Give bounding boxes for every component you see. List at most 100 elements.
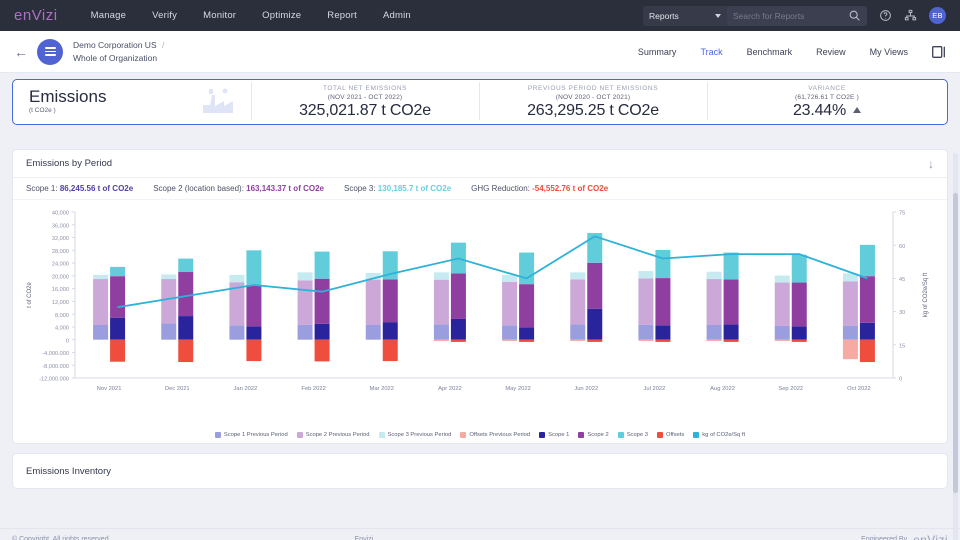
scope-3-label: Scope 3: xyxy=(343,184,376,193)
scope-2-total: Scope 2 (location based): 163,143.37 t o… xyxy=(153,184,324,193)
tab-summary[interactable]: Summary xyxy=(637,46,677,57)
footer-envizi-logo: enVizi xyxy=(913,532,948,540)
tab-benchmark[interactable]: Benchmark xyxy=(746,46,793,57)
legend-label: Scope 2 Previous Period xyxy=(305,432,370,438)
scope-totals-row: Scope 1: 86,245.56 t of CO2e Scope 2 (lo… xyxy=(13,178,947,200)
svg-text:75: 75 xyxy=(899,211,905,217)
metric-period: (NOV 2020 - OCT 2021) xyxy=(555,94,631,101)
metric-label: TOTAL NET EMISSIONS xyxy=(322,85,408,92)
svg-text:24,000: 24,000 xyxy=(52,262,69,268)
nav-item-admin[interactable]: Admin xyxy=(382,10,411,21)
search-category-label: Reports xyxy=(649,10,679,21)
panel-toggle-button[interactable] xyxy=(932,45,946,58)
legend-swatch xyxy=(578,432,585,438)
legend-item[interactable]: kg of CO2e/Sq ft xyxy=(693,432,745,438)
download-arrow-icon[interactable]: ↓ xyxy=(928,156,934,171)
scope-1-value: 86,245.56 t of CO2e xyxy=(59,184,134,193)
scope-2-label: Scope 2 (location based): xyxy=(153,184,244,193)
search-input[interactable] xyxy=(733,10,848,21)
svg-text:45: 45 xyxy=(899,277,905,283)
svg-text:May 2022: May 2022 xyxy=(505,386,530,392)
breadcrumb-org[interactable]: Demo Corporation US xyxy=(73,40,157,51)
page-scrollbar[interactable] xyxy=(953,153,958,540)
legend-label: Scope 2 xyxy=(587,432,609,438)
footer-copyright: © Copyright. All rights reserved. xyxy=(12,536,111,540)
svg-text:15: 15 xyxy=(899,343,905,349)
top-navigation-bar: enVizi Manage Verify Monitor Optimize Re… xyxy=(0,0,960,31)
section-title: Emissions Inventory xyxy=(26,465,112,477)
search-icon[interactable] xyxy=(848,9,861,22)
legend-item[interactable]: Scope 1 Previous Period xyxy=(214,432,288,438)
logo-text: enVizi xyxy=(14,7,58,24)
legend-label: kg of CO2e/Sq ft xyxy=(702,432,746,438)
svg-text:30: 30 xyxy=(899,310,905,316)
svg-text:12,000: 12,000 xyxy=(52,300,69,306)
ghg-reduction-value: -54,552.76 t of CO2e xyxy=(532,184,609,193)
tab-track[interactable]: Track xyxy=(700,46,723,57)
search-category-dropdown[interactable]: Reports xyxy=(643,5,727,26)
help-icon[interactable] xyxy=(879,9,892,22)
scope-1-label: Scope 1: xyxy=(26,184,58,193)
legend-item[interactable]: Scope 3 xyxy=(617,432,648,438)
global-search: Reports xyxy=(643,5,867,26)
top-nav-items: Manage Verify Monitor Optimize Report Ad… xyxy=(78,10,424,21)
tab-review[interactable]: Review xyxy=(816,46,846,57)
tab-my-views[interactable]: My Views xyxy=(869,46,908,57)
envizi-logo: enVizi xyxy=(14,7,58,24)
footer-center-label: Envizi xyxy=(354,536,374,540)
emissions-by-period-card: Emissions by Period ↓ Scope 1: 86,245.56… xyxy=(12,149,948,444)
legend-item[interactable]: Scope 2 xyxy=(578,432,609,438)
page-scrollbar-thumb[interactable] xyxy=(953,193,958,493)
legend-swatch xyxy=(539,432,546,438)
sub-header: ← Demo Corporation US / Whole of Organiz… xyxy=(0,31,960,73)
metric-label: VARIANCE xyxy=(808,85,846,92)
svg-text:Mar 2022: Mar 2022 xyxy=(370,386,395,392)
svg-text:32,000: 32,000 xyxy=(52,236,69,242)
legend-item[interactable]: Scope 3 Previous Period xyxy=(378,432,451,438)
nav-item-monitor[interactable]: Monitor xyxy=(203,10,237,21)
main-content: Emissions (t CO2e ) TOTAL NET EMISSIONS … xyxy=(0,73,960,540)
svg-text:0: 0 xyxy=(899,377,902,383)
svg-text:Dec 2021: Dec 2021 xyxy=(165,386,190,392)
svg-text:Oct 2022: Oct 2022 xyxy=(847,386,871,392)
svg-text:40,000: 40,000 xyxy=(52,211,69,217)
metric-label: PREVIOUS PERIOD NET EMISSIONS xyxy=(527,85,659,92)
svg-text:0: 0 xyxy=(66,338,69,344)
summary-unit: (t CO2e ) xyxy=(29,106,56,114)
breadcrumb: Demo Corporation US / Whole of Organizat… xyxy=(73,39,164,64)
emissions-inventory-card[interactable]: Emissions Inventory xyxy=(12,453,948,489)
scope-1-total: Scope 1: 86,245.56 t of CO2e xyxy=(26,184,133,193)
legend-item[interactable]: Offsets xyxy=(656,432,685,438)
svg-text:Jun 2022: Jun 2022 xyxy=(574,386,598,392)
legend-item[interactable]: Scope 2 Previous Period xyxy=(296,432,370,438)
legend-swatch xyxy=(460,432,467,438)
legend-item[interactable]: Scope 1 xyxy=(539,432,569,438)
nav-item-report[interactable]: Report xyxy=(327,10,357,21)
breadcrumb-separator: / xyxy=(162,40,165,51)
legend-label: Offsets xyxy=(665,432,685,438)
legend-label: Scope 1 Previous Period xyxy=(223,432,288,438)
legend-label: Scope 1 xyxy=(548,432,570,438)
scope-3-value: 130,185.7 t of CO2e xyxy=(377,184,452,193)
svg-text:t of CO2e: t of CO2e xyxy=(27,282,33,308)
engineered-by-label: Engineered By xyxy=(861,536,908,540)
legend-swatch xyxy=(617,432,624,438)
org-hierarchy-icon[interactable] xyxy=(904,9,917,22)
breadcrumb-scope[interactable]: Whole of Organization xyxy=(73,52,158,63)
svg-text:-4,000.000: -4,000.000 xyxy=(42,351,69,357)
legend-item[interactable]: Offsets Previous Period xyxy=(460,432,530,438)
page-title: Emissions xyxy=(29,87,107,107)
nav-item-manage[interactable]: Manage xyxy=(90,10,127,21)
chart-legend: Scope 1 Previous Period Scope 2 Previous … xyxy=(13,430,947,443)
top-nav-right-group: Reports EB xyxy=(643,5,946,26)
nav-item-optimize[interactable]: Optimize xyxy=(262,10,302,21)
panel-layout-icon xyxy=(932,45,945,58)
search-input-wrap xyxy=(727,9,867,22)
footer-right-group: Engineered By enVizi xyxy=(861,533,948,540)
back-arrow-icon[interactable]: ← xyxy=(14,43,28,60)
user-avatar[interactable]: EB xyxy=(929,7,946,24)
nav-item-verify[interactable]: Verify xyxy=(152,10,178,21)
hamburger-icon xyxy=(44,45,56,58)
org-menu-button[interactable] xyxy=(37,38,63,65)
svg-text:16,000: 16,000 xyxy=(52,287,69,293)
